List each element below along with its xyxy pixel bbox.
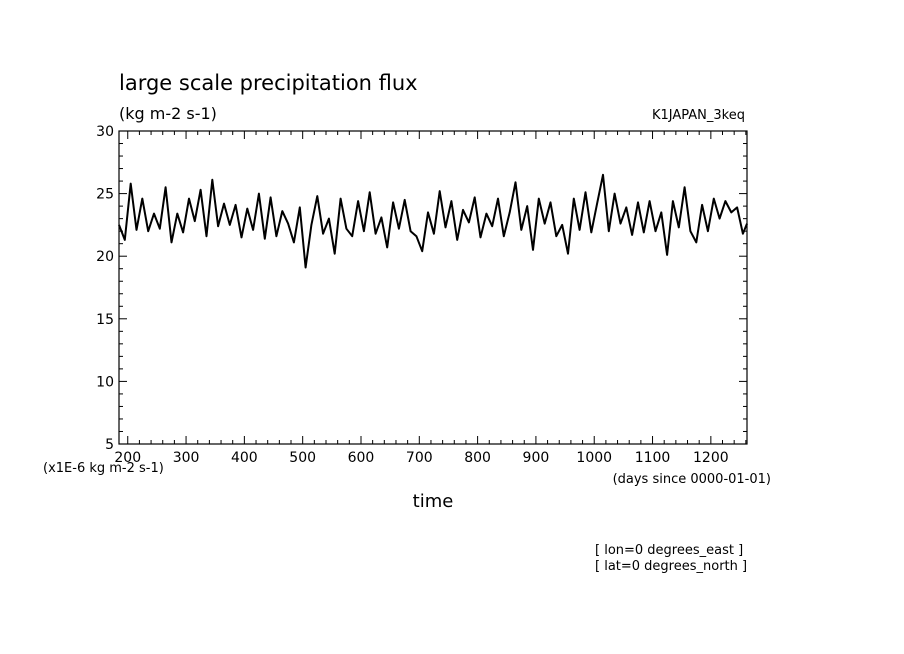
x-tick-label: 700: [406, 450, 433, 466]
y-tick-label: 25: [96, 187, 114, 203]
chart-subtitle: (kg m-2 s-1): [119, 104, 217, 123]
data-series: [118, 173, 748, 269]
y-tick-label: 15: [96, 312, 114, 328]
y-tick-labels: 5 10 15 20 25 30: [96, 124, 114, 453]
x-tick-label: 1200: [693, 450, 729, 466]
y-unit-note: (x1E-6 kg m-2 s-1): [43, 461, 164, 476]
x-tick-label: 800: [464, 450, 491, 466]
x-tick-label: 1000: [576, 450, 612, 466]
x-unit-note: (days since 0000-01-01): [613, 472, 771, 487]
x-axis-title: time: [413, 491, 454, 512]
y-tick-label: 30: [96, 124, 114, 140]
x-tick-label: 200: [114, 450, 141, 466]
x-tick-label: 500: [289, 450, 316, 466]
footnote-lat: [ lat=0 degrees_north ]: [595, 559, 747, 574]
axis-ticks: [119, 130, 747, 445]
x-tick-label: 900: [523, 450, 550, 466]
x-tick-label: 300: [173, 450, 200, 466]
y-tick-label: 10: [96, 374, 114, 390]
dataset-label: K1JAPAN_3keq: [652, 108, 745, 123]
x-tick-label: 600: [348, 450, 375, 466]
series-line: [118, 173, 748, 269]
x-tick-label: 400: [231, 450, 258, 466]
plot-frame: [118, 130, 748, 445]
chart-title: large scale precipitation flux: [119, 71, 418, 95]
x-tick-labels: 200 300 400 500 600 700 800 900 1000 1100 1200: [114, 450, 728, 466]
y-tick-label: 5: [105, 437, 114, 453]
x-tick-label: 1100: [635, 450, 671, 466]
y-tick-label: 20: [96, 249, 114, 265]
footnote-lon: [ lon=0 degrees_east ]: [595, 543, 743, 558]
